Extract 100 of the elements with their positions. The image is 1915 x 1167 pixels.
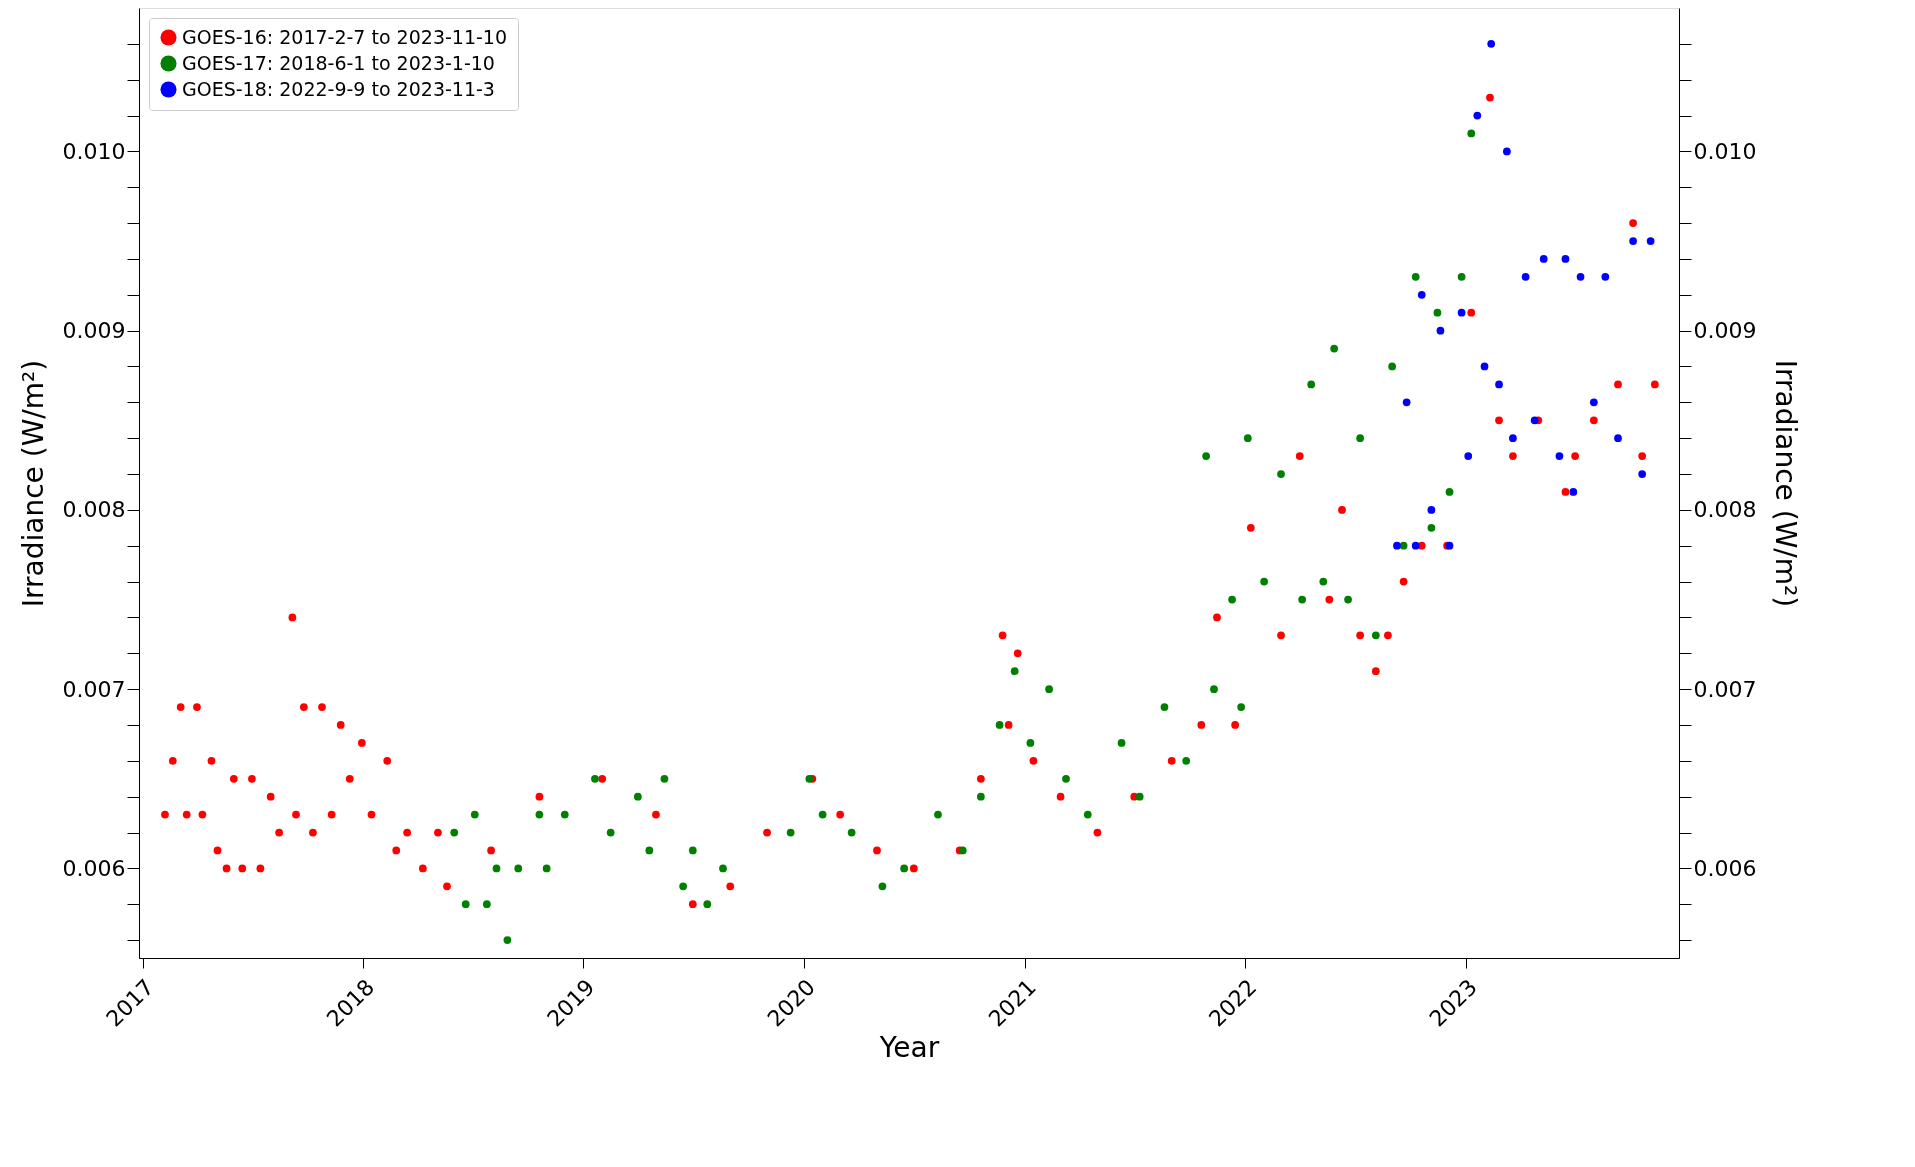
point (1601, 273, 1610, 281)
point (995, 721, 1004, 729)
point (1210, 685, 1218, 693)
point (492, 864, 501, 873)
x-axis-title: Year (878, 1030, 940, 1064)
point (606, 828, 615, 837)
y2-tick-label: 0.009 (1693, 318, 1757, 344)
point (1569, 488, 1578, 496)
point (1277, 470, 1285, 478)
point (1182, 756, 1191, 765)
point (1457, 273, 1466, 281)
point (1202, 452, 1210, 460)
point (461, 900, 470, 909)
point (1135, 792, 1144, 801)
point (1495, 380, 1503, 389)
point (1417, 290, 1426, 299)
point (1402, 398, 1411, 407)
point (503, 936, 512, 944)
point (900, 864, 909, 873)
point (1445, 488, 1454, 496)
y-tick-label: 0.010 (62, 138, 126, 164)
point (1555, 452, 1564, 460)
point (1393, 541, 1401, 550)
point (719, 864, 727, 873)
point (1117, 739, 1126, 747)
point (514, 864, 523, 873)
y2-axis-title: Irradiance (W/m²) (1769, 359, 1803, 608)
y2-tick-label: 0.008 (1693, 497, 1757, 523)
point (1467, 129, 1476, 138)
point (818, 810, 827, 819)
point (1411, 541, 1420, 550)
point (450, 828, 459, 837)
point (1427, 523, 1436, 532)
point (1561, 255, 1570, 263)
point (1530, 416, 1539, 425)
y-axis-title: Irradiance (W/m²) (16, 359, 50, 608)
point (1160, 703, 1169, 711)
point (1045, 685, 1053, 693)
point (1330, 344, 1339, 353)
point (591, 774, 599, 783)
point (1062, 774, 1070, 783)
point (1457, 308, 1466, 317)
point (976, 792, 985, 801)
point (1464, 452, 1473, 460)
point (934, 810, 942, 819)
point (1243, 434, 1252, 443)
point (1010, 667, 1019, 676)
point (1344, 595, 1352, 604)
point (1576, 273, 1585, 281)
point (1521, 273, 1530, 281)
point (1629, 237, 1637, 245)
point (482, 900, 491, 909)
y-tick-label: 0.006 (62, 855, 126, 881)
y-tick-label: 0.009 (62, 318, 126, 344)
point (560, 810, 569, 819)
point (1307, 380, 1316, 389)
point (1509, 434, 1517, 443)
point (1539, 255, 1548, 263)
point (1260, 577, 1268, 586)
legend-label: GOES-16: 2017-2-7 to 2023-11-10 (182, 25, 508, 48)
point (1083, 810, 1092, 819)
point (847, 828, 856, 837)
point (1473, 111, 1482, 120)
point (1319, 577, 1328, 586)
point (633, 792, 642, 801)
point (1646, 237, 1655, 245)
y2-tick-label: 0.007 (1693, 676, 1757, 702)
point (1614, 434, 1622, 443)
point (1436, 326, 1445, 335)
point (786, 828, 795, 837)
point (1298, 595, 1307, 604)
point (1638, 470, 1647, 478)
point (1427, 506, 1436, 514)
point (645, 846, 654, 855)
point (703, 900, 712, 909)
point (1433, 308, 1442, 317)
y2-tick-label: 0.010 (1693, 138, 1757, 164)
point (1228, 595, 1236, 604)
legend-label: GOES-17: 2018-6-1 to 2023-1-10 (182, 51, 495, 74)
point (878, 882, 887, 891)
point (470, 810, 479, 819)
point (1399, 541, 1408, 550)
y-tick-label: 0.007 (62, 676, 126, 702)
point (542, 864, 551, 873)
point (1237, 703, 1246, 711)
point (1371, 631, 1380, 640)
point (688, 846, 697, 855)
point (1356, 434, 1364, 443)
point (1411, 273, 1420, 281)
point (660, 774, 669, 783)
y2-tick-label: 0.006 (1693, 855, 1757, 881)
point (535, 810, 544, 819)
point (1388, 362, 1397, 371)
point (1503, 147, 1511, 156)
point (1589, 398, 1598, 407)
legend-label: GOES-18: 2022-9-9 to 2023-11-3 (182, 77, 495, 100)
point (1480, 362, 1489, 371)
y-tick-label: 0.008 (62, 497, 126, 523)
point (1487, 39, 1496, 48)
point (679, 882, 688, 891)
